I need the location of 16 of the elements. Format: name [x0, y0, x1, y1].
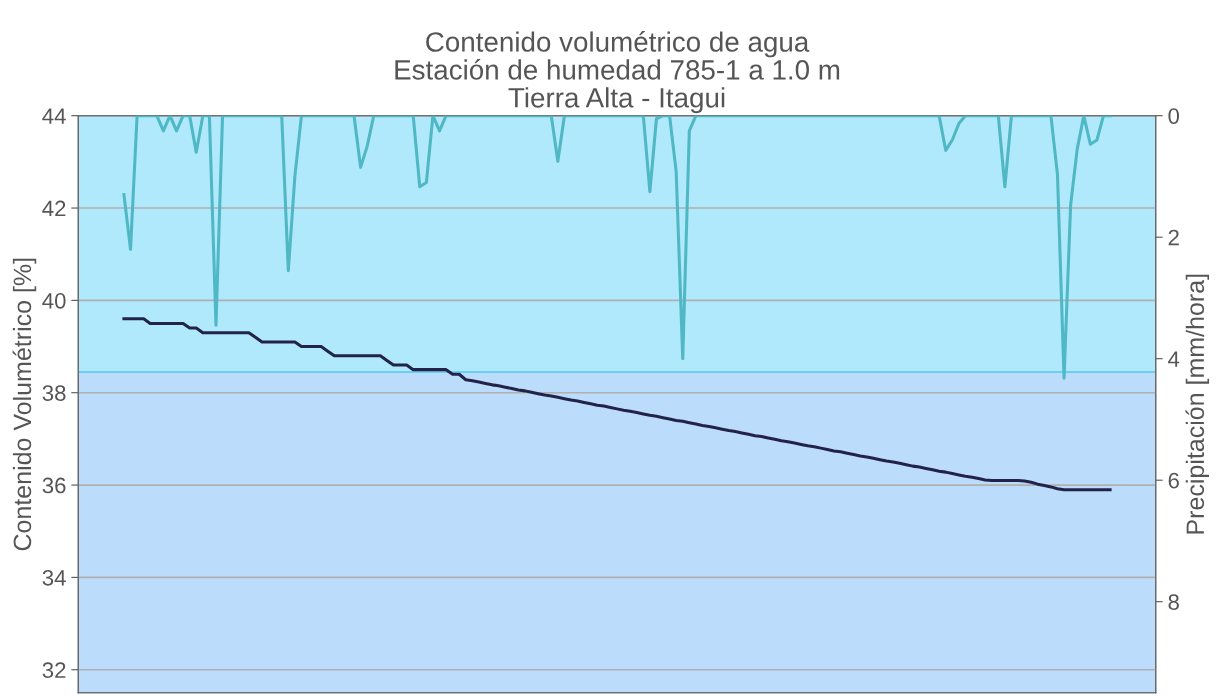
y-tick-label: 40: [42, 292, 66, 309]
y-tick-label: 36: [42, 477, 66, 494]
y-tick-label: 38: [42, 385, 66, 401]
y-tick-label: 34: [42, 569, 66, 586]
y-tick-label: 42: [42, 200, 66, 217]
y2-tick-label: 8: [1168, 594, 1179, 610]
y2-axis-title: Precipitación [mm/hora]: [1185, 274, 1210, 534]
y2-tick-label: 0: [1168, 108, 1180, 124]
chart-title: Contenido volumétrico de agua Estación de humedad 785-1 a 1.0 m Tierra Alta - Itagui: [395, 31, 840, 114]
y2-tick-label: 6: [1168, 472, 1179, 489]
y2-tick-label: 2: [1168, 229, 1179, 246]
y-tick-label: 32: [42, 662, 66, 678]
y2-tick-label: 4: [1168, 351, 1180, 367]
y-axis-title: Contenido Volumétrico [%]: [12, 258, 37, 551]
y-tick-label: 44: [42, 108, 66, 124]
line-series: [122, 317, 1112, 492]
